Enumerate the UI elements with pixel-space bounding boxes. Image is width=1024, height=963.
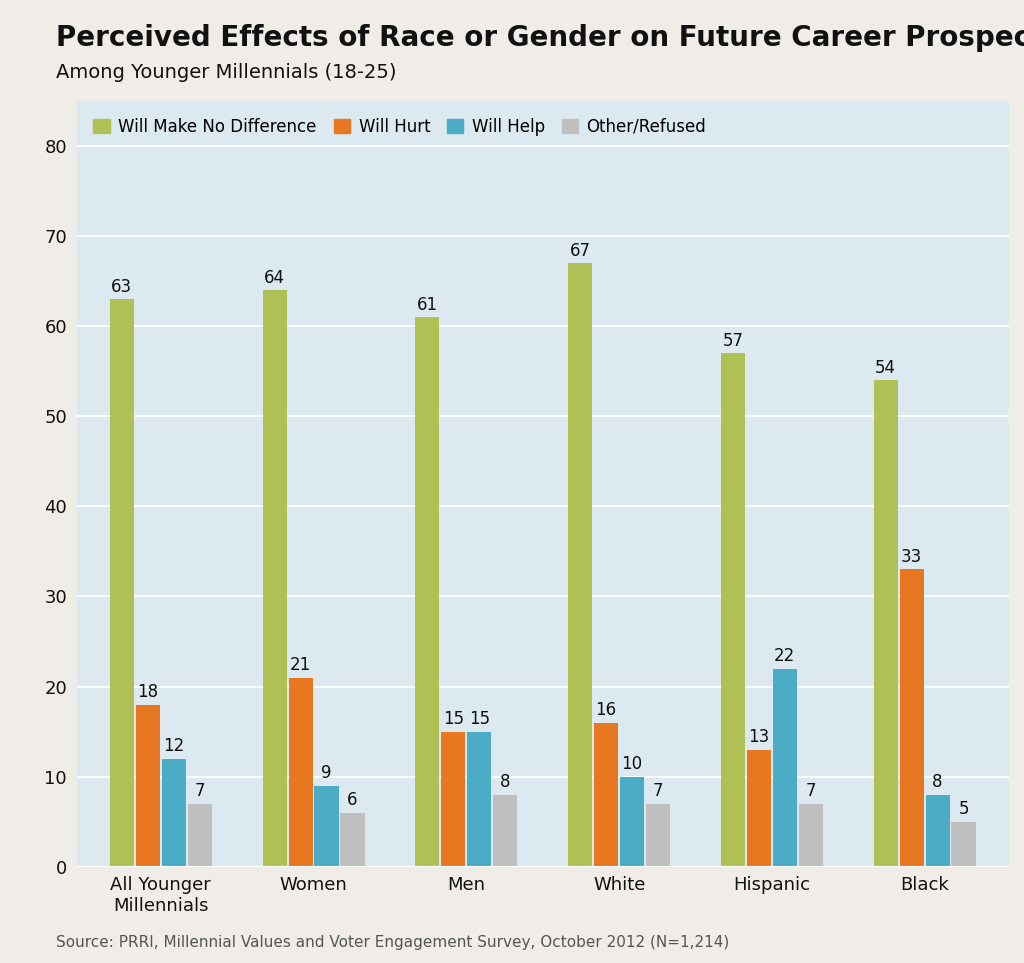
Bar xyxy=(314,786,339,867)
Text: 7: 7 xyxy=(806,782,816,800)
Text: 5: 5 xyxy=(958,800,969,818)
Text: 13: 13 xyxy=(749,728,769,746)
Text: 7: 7 xyxy=(195,782,205,800)
Text: 64: 64 xyxy=(264,269,285,287)
Text: 22: 22 xyxy=(774,647,796,664)
Bar xyxy=(899,569,924,867)
Text: 33: 33 xyxy=(901,548,923,566)
Bar xyxy=(799,804,823,867)
Bar xyxy=(262,290,287,867)
Text: 67: 67 xyxy=(569,242,591,260)
Text: Among Younger Millennials (18-25): Among Younger Millennials (18-25) xyxy=(56,63,397,82)
Bar xyxy=(494,794,517,867)
Legend: Will Make No Difference, Will Hurt, Will Help, Other/Refused: Will Make No Difference, Will Hurt, Will… xyxy=(85,110,715,144)
Text: 8: 8 xyxy=(933,773,943,791)
Bar xyxy=(289,678,312,867)
Bar xyxy=(646,804,670,867)
Bar xyxy=(594,722,618,867)
Bar xyxy=(441,732,466,867)
Bar xyxy=(110,299,134,867)
Text: 18: 18 xyxy=(137,683,159,701)
Text: Perceived Effects of Race or Gender on Future Career Prospects: Perceived Effects of Race or Gender on F… xyxy=(56,24,1024,52)
Text: 9: 9 xyxy=(322,764,332,782)
Bar xyxy=(773,668,797,867)
Text: 12: 12 xyxy=(163,737,184,755)
Text: 15: 15 xyxy=(442,710,464,728)
Bar xyxy=(416,317,439,867)
Bar xyxy=(340,813,365,867)
Text: 7: 7 xyxy=(653,782,664,800)
Bar xyxy=(721,353,745,867)
Bar xyxy=(873,380,898,867)
Text: 8: 8 xyxy=(500,773,511,791)
Bar xyxy=(162,759,186,867)
Bar xyxy=(951,821,976,867)
Text: 15: 15 xyxy=(469,710,489,728)
Bar xyxy=(746,749,771,867)
Bar xyxy=(926,794,949,867)
Bar xyxy=(187,804,212,867)
Bar xyxy=(467,732,492,867)
Text: 10: 10 xyxy=(622,755,643,773)
Bar xyxy=(620,776,644,867)
Bar xyxy=(568,263,592,867)
Text: 57: 57 xyxy=(722,331,743,350)
Text: 16: 16 xyxy=(596,701,616,719)
Text: 54: 54 xyxy=(876,359,896,377)
Text: 61: 61 xyxy=(417,296,438,314)
Bar xyxy=(136,705,160,867)
Text: 21: 21 xyxy=(290,656,311,674)
Text: 6: 6 xyxy=(347,791,357,809)
Text: 63: 63 xyxy=(112,277,132,296)
Text: Source: PRRI, Millennial Values and Voter Engagement Survey, October 2012 (N=1,2: Source: PRRI, Millennial Values and Vote… xyxy=(56,935,729,950)
